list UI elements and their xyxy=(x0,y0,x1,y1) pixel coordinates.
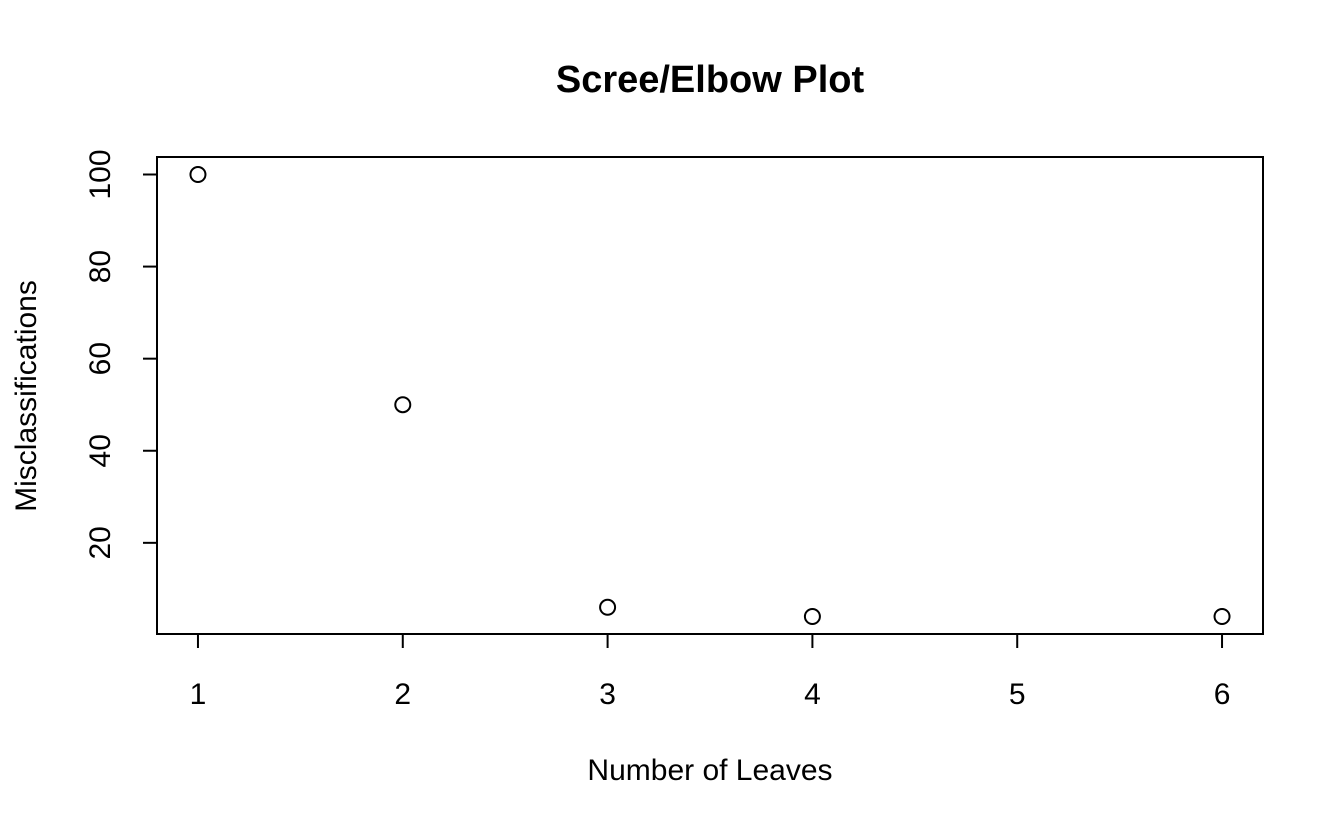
x-tick-label: 4 xyxy=(804,678,821,711)
plot-frame xyxy=(156,156,1264,635)
y-axis-label: Misclassifications xyxy=(10,280,43,512)
y-axis: 20 40 60 80 100 xyxy=(84,149,158,560)
y-tick-label: 40 xyxy=(84,434,117,467)
x-axis: 1 2 3 4 5 6 xyxy=(190,633,1231,711)
x-axis-label: Number of Leaves xyxy=(587,754,832,787)
y-tick-label: 20 xyxy=(84,526,117,559)
y-tick-label: 60 xyxy=(84,342,117,375)
x-tick-label: 2 xyxy=(394,678,411,711)
x-tick-label: 5 xyxy=(1009,678,1026,711)
x-tick-label: 1 xyxy=(190,678,207,711)
data-points xyxy=(189,165,1231,626)
x-tick-label: 3 xyxy=(599,678,616,711)
data-point xyxy=(1213,608,1231,626)
data-point xyxy=(189,165,207,183)
chart-title: Scree/Elbow Plot xyxy=(556,59,865,101)
x-tick-label: 6 xyxy=(1214,678,1231,711)
y-tick-label: 100 xyxy=(84,149,117,199)
data-point xyxy=(803,608,821,626)
data-point xyxy=(394,396,412,414)
y-tick-label: 80 xyxy=(84,250,117,283)
data-point xyxy=(599,598,617,616)
